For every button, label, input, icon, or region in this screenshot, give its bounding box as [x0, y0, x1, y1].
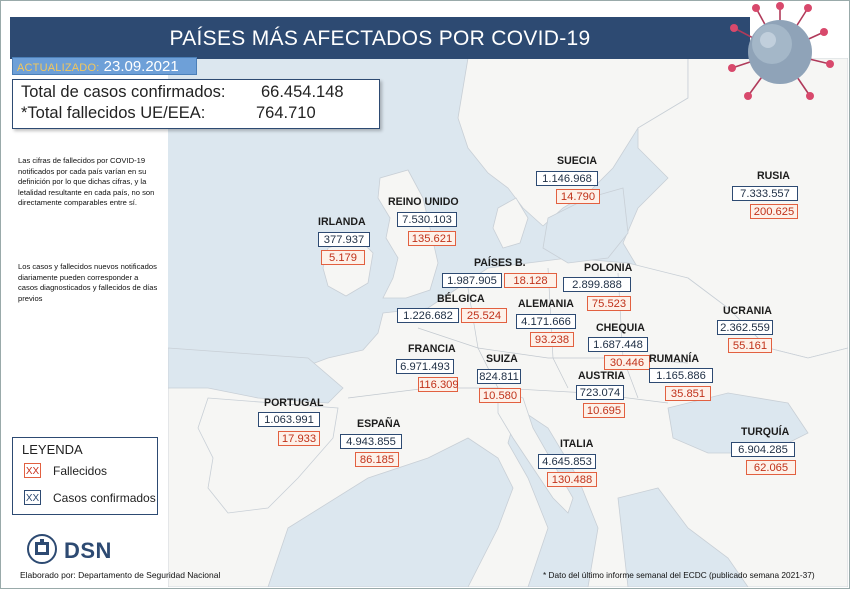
- deaths-francia: 116.309: [418, 377, 459, 392]
- deaths-paises-bajos: 18.128: [504, 273, 557, 288]
- total-cases-label: Total de casos confirmados:: [21, 83, 226, 101]
- virus-icon: [728, 2, 834, 100]
- legend-deaths-swatch: XX: [24, 463, 41, 478]
- country-name-reino-unido: REINO UNIDO: [388, 196, 459, 208]
- cases-francia: 6.971.493: [396, 359, 454, 374]
- cases-ucrania: 2.362.559: [717, 320, 773, 335]
- country-name-rusia: RUSIA: [757, 170, 790, 182]
- note-daily-reporting: Los casos y fallecidos nuevos notificado…: [18, 262, 158, 303]
- deaths-portugal: 17.933: [278, 431, 320, 446]
- country-name-espana: ESPAÑA: [357, 418, 401, 430]
- total-deaths-label: *Total fallecidos UE/EEA:: [21, 104, 206, 122]
- legend-title: LEYENDA: [22, 442, 83, 457]
- country-name-paises-bajos: PAÍSES B.: [474, 257, 526, 269]
- cases-belgica: 1.226.682: [397, 308, 459, 323]
- country-name-turquia: TURQUÍA: [741, 426, 790, 438]
- country-name-rumania: RUMANÍA: [649, 353, 700, 365]
- country-name-portugal: PORTUGAL: [264, 397, 324, 409]
- europe-map: [168, 58, 848, 587]
- map-land-shapes: [168, 58, 848, 587]
- country-name-francia: FRANCIA: [408, 343, 456, 355]
- totals-box: Total de casos confirmados: 66.454.148 *…: [12, 79, 380, 129]
- cases-portugal: 1.063.991: [258, 412, 320, 427]
- country-name-belgica: BÉLGICA: [437, 293, 485, 305]
- country-name-suecia: SUECIA: [557, 155, 598, 167]
- deaths-austria: 10.695: [583, 403, 625, 418]
- deaths-suecia: 14.790: [556, 189, 600, 204]
- updated-date: 23.09.2021: [103, 58, 179, 75]
- cases-espana: 4.943.855: [340, 434, 402, 449]
- deaths-ucrania: 55.161: [728, 338, 772, 353]
- dsn-brand-text: DSN: [64, 538, 112, 563]
- updated-label: ACTUALIZADO:: [17, 62, 100, 74]
- legend: LEYENDA XX Fallecidos XX Casos confirmad…: [12, 437, 158, 515]
- deaths-reino-unido: 135.621: [408, 231, 456, 246]
- deaths-suiza: 10.580: [479, 388, 521, 403]
- legend-cases-swatch: XX: [24, 490, 41, 505]
- cases-suiza: 824.811: [477, 369, 521, 384]
- cases-rusia: 7.333.557: [732, 186, 798, 201]
- header-bar: [10, 17, 750, 59]
- legend-deaths-label: Fallecidos: [53, 464, 108, 478]
- deaths-espana: 86.185: [355, 452, 399, 467]
- note-deaths-definition: Las cifras de fallecidos por COVID-19 no…: [18, 156, 155, 208]
- deaths-irlanda: 5.179: [321, 250, 365, 265]
- country-name-chequia: CHEQUIA: [596, 322, 645, 334]
- country-name-austria: AUSTRIA: [578, 370, 626, 382]
- deaths-chequia: 30.446: [604, 355, 650, 370]
- deaths-polonia: 75.523: [587, 296, 631, 311]
- deaths-rumania: 35.851: [665, 386, 711, 401]
- page-title: PAÍSES MÁS AFECTADOS POR COVID-19: [169, 27, 591, 50]
- country-name-irlanda: IRLANDA: [318, 216, 366, 228]
- deaths-belgica: 25.524: [461, 308, 507, 323]
- dsn-logo-icon: [27, 534, 57, 564]
- cases-suecia: 1.146.968: [536, 171, 598, 186]
- cases-reino-unido: 7.530.103: [397, 212, 457, 227]
- total-deaths-value: 764.710: [256, 104, 316, 122]
- country-name-polonia: POLONIA: [584, 262, 633, 274]
- cases-turquia: 6.904.285: [731, 442, 795, 457]
- legend-cases-label: Casos confirmados: [53, 491, 156, 505]
- cases-paises-bajos: 1.987.905: [442, 273, 502, 288]
- total-cases-value: 66.454.148: [261, 83, 344, 101]
- footer-source-note: * Dato del último informe semanal del EC…: [543, 570, 815, 580]
- deaths-alemania: 93.238: [530, 332, 574, 347]
- country-name-alemania: ALEMANIA: [518, 298, 574, 310]
- updated-banner: ACTUALIZADO: 23.09.2021: [12, 57, 197, 75]
- footer-credit: Elaborado por: Departamento de Seguridad…: [20, 570, 221, 580]
- deaths-italia: 130.488: [547, 472, 597, 487]
- cases-chequia: 1.687.448: [588, 337, 648, 352]
- cases-rumania: 1.165.886: [649, 368, 713, 383]
- cases-irlanda: 377.937: [318, 232, 370, 247]
- cases-austria: 723.074: [576, 385, 624, 400]
- cases-italia: 4.645.853: [538, 454, 596, 469]
- cases-alemania: 4.171.666: [516, 314, 576, 329]
- country-name-suiza: SUIZA: [486, 353, 518, 365]
- cases-polonia: 2.899.888: [563, 277, 631, 292]
- deaths-rusia: 200.625: [750, 204, 798, 219]
- country-name-ucrania: UCRANIA: [723, 305, 772, 317]
- country-name-italia: ITALIA: [560, 438, 594, 450]
- deaths-turquia: 62.065: [746, 460, 796, 475]
